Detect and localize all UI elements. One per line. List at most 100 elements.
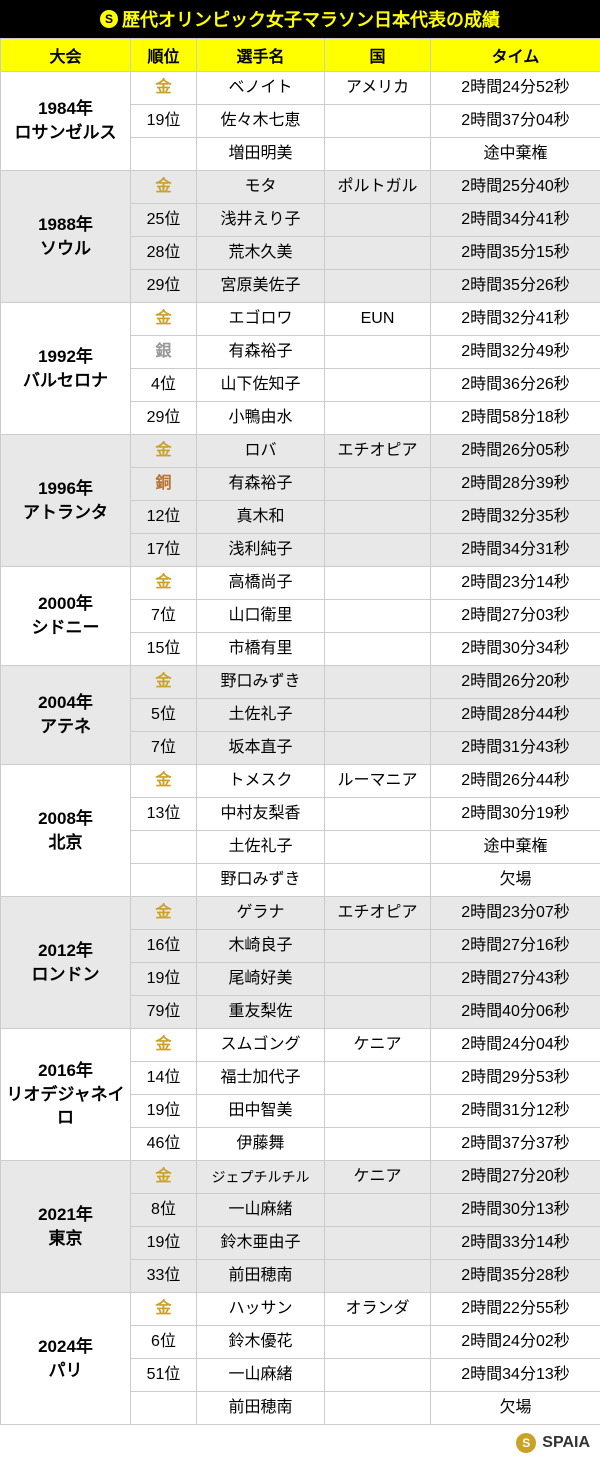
country-cell: EUN — [325, 303, 431, 336]
name-cell: 浅井えり子 — [197, 204, 325, 237]
name-cell: ベノイト — [197, 72, 325, 105]
rank-cell: 13位 — [131, 798, 197, 831]
rank-cell: 4位 — [131, 369, 197, 402]
name-cell: ハッサン — [197, 1293, 325, 1326]
table-row: 2016年リオデジャネイロ金スムゴングケニア2時間24分04秒 — [1, 1029, 600, 1062]
name-cell: 山口衛里 — [197, 600, 325, 633]
col-rank: 順位 — [131, 39, 197, 72]
country-cell — [325, 831, 431, 864]
col-event: 大会 — [1, 39, 131, 72]
table-row: 2012年ロンドン金ゲラナエチオピア2時間23分07秒 — [1, 897, 600, 930]
rank-cell: 金 — [131, 72, 197, 105]
table-row: 2021年東京金ジェプチルチルケニア2時間27分20秒 — [1, 1161, 600, 1194]
time-cell: 2時間35分28秒 — [431, 1260, 600, 1293]
table-row: 2004年アテネ金野口みずき2時間26分20秒 — [1, 666, 600, 699]
rank-cell: 19位 — [131, 105, 197, 138]
rank-cell: 12位 — [131, 501, 197, 534]
rank-cell: 19位 — [131, 1095, 197, 1128]
country-cell: ケニア — [325, 1161, 431, 1194]
rank-cell — [131, 831, 197, 864]
event-cell: 2016年リオデジャネイロ — [1, 1029, 131, 1161]
time-cell: 欠場 — [431, 1392, 600, 1425]
name-cell: 市橋有里 — [197, 633, 325, 666]
rank-cell — [131, 138, 197, 171]
name-cell: ゲラナ — [197, 897, 325, 930]
footer-logo-icon: S — [516, 1433, 536, 1453]
country-cell — [325, 105, 431, 138]
footer-brand: SPAIA — [542, 1434, 590, 1452]
time-cell: 2時間29分53秒 — [431, 1062, 600, 1095]
country-cell: ルーマニア — [325, 765, 431, 798]
time-cell: 2時間30分19秒 — [431, 798, 600, 831]
time-cell: 2時間35分26秒 — [431, 270, 600, 303]
time-cell: 2時間37分37秒 — [431, 1128, 600, 1161]
time-cell: 2時間32分49秒 — [431, 336, 600, 369]
time-cell: 2時間23分14秒 — [431, 567, 600, 600]
time-cell: 2時間32分41秒 — [431, 303, 600, 336]
country-cell: ケニア — [325, 1029, 431, 1062]
rank-cell: 金 — [131, 666, 197, 699]
name-cell: 田中智美 — [197, 1095, 325, 1128]
rank-cell: 金 — [131, 897, 197, 930]
rank-cell: 金 — [131, 435, 197, 468]
rank-cell: 銀 — [131, 336, 197, 369]
country-cell — [325, 1194, 431, 1227]
rank-cell: 金 — [131, 1029, 197, 1062]
country-cell — [325, 963, 431, 996]
name-cell: 野口みずき — [197, 864, 325, 897]
event-cell: 2004年アテネ — [1, 666, 131, 765]
country-cell — [325, 699, 431, 732]
name-cell: 鈴木優花 — [197, 1326, 325, 1359]
name-cell: 鈴木亜由子 — [197, 1227, 325, 1260]
country-cell — [325, 666, 431, 699]
rank-cell: 金 — [131, 171, 197, 204]
rank-cell: 16位 — [131, 930, 197, 963]
event-cell: 1996年アトランタ — [1, 435, 131, 567]
country-cell — [325, 1359, 431, 1392]
time-cell: 2時間28分44秒 — [431, 699, 600, 732]
table-row: 1992年バルセロナ金エゴロワEUN2時間32分41秒 — [1, 303, 600, 336]
table-row: 2008年北京金トメスクルーマニア2時間26分44秒 — [1, 765, 600, 798]
name-cell: 中村友梨香 — [197, 798, 325, 831]
name-cell: 福士加代子 — [197, 1062, 325, 1095]
rank-cell: 金 — [131, 765, 197, 798]
table-row: 2000年シドニー金高橋尚子2時間23分14秒 — [1, 567, 600, 600]
event-cell: 1984年ロサンゼルス — [1, 72, 131, 171]
time-cell: 2時間40分06秒 — [431, 996, 600, 1029]
rank-cell: 28位 — [131, 237, 197, 270]
table-row: 2024年パリ金ハッサンオランダ2時間22分55秒 — [1, 1293, 600, 1326]
name-cell: 一山麻緒 — [197, 1359, 325, 1392]
name-cell: 土佐礼子 — [197, 831, 325, 864]
name-cell: ジェプチルチル — [197, 1161, 325, 1194]
time-cell: 2時間23分07秒 — [431, 897, 600, 930]
name-cell: 野口みずき — [197, 666, 325, 699]
country-cell: アメリカ — [325, 72, 431, 105]
time-cell: 2時間26分05秒 — [431, 435, 600, 468]
country-cell: ポルトガル — [325, 171, 431, 204]
name-cell: 土佐礼子 — [197, 699, 325, 732]
country-cell — [325, 930, 431, 963]
time-cell: 2時間24分02秒 — [431, 1326, 600, 1359]
country-cell — [325, 600, 431, 633]
table-row: 1984年ロサンゼルス金ベノイトアメリカ2時間24分52秒 — [1, 72, 600, 105]
page-title: 歴代オリンピック女子マラソン日本代表の成績 — [122, 6, 500, 32]
rank-cell: 金 — [131, 1293, 197, 1326]
country-cell: エチオピア — [325, 435, 431, 468]
name-cell: 坂本直子 — [197, 732, 325, 765]
country-cell — [325, 270, 431, 303]
time-cell: 2時間31分43秒 — [431, 732, 600, 765]
time-cell: 2時間26分20秒 — [431, 666, 600, 699]
event-cell: 1992年バルセロナ — [1, 303, 131, 435]
event-cell: 1988年ソウル — [1, 171, 131, 303]
country-cell — [325, 633, 431, 666]
name-cell: 重友梨佐 — [197, 996, 325, 1029]
time-cell: 2時間31分12秒 — [431, 1095, 600, 1128]
rank-cell: 33位 — [131, 1260, 197, 1293]
name-cell: 前田穂南 — [197, 1392, 325, 1425]
country-cell — [325, 237, 431, 270]
name-cell: スムゴング — [197, 1029, 325, 1062]
footer: S SPAIA — [0, 1425, 600, 1467]
name-cell: 尾崎好美 — [197, 963, 325, 996]
table-row: 1996年アトランタ金ロバエチオピア2時間26分05秒 — [1, 435, 600, 468]
table-container: S 歴代オリンピック女子マラソン日本代表の成績 大会 順位 選手名 国 タイム … — [0, 0, 600, 1467]
